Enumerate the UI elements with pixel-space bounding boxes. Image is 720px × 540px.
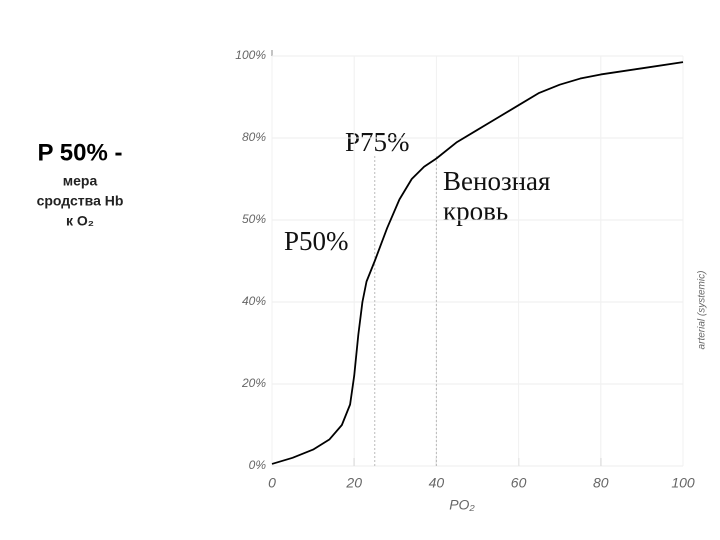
curve [271,61,684,465]
x-tick-label: 80 [593,475,609,491]
annotation: Венозная [443,166,550,196]
x-tick-label: 100 [671,475,695,491]
y-tick-label: 20% [241,376,266,390]
y-tick-label: 80% [242,130,266,144]
note-line: сродства Hb [37,193,124,209]
x-tick-label: 40 [429,475,445,491]
note-heading: P 50% - [38,139,123,166]
x-tick-label: 0 [268,475,276,491]
x-axis-label: PO₂ [449,497,475,513]
y-tick-label: 40% [242,294,266,308]
annotation: P50% [284,226,349,256]
right-label: arterial (systemic) [697,271,708,350]
y-tick-label: 0% [249,458,267,472]
x-tick-label: 60 [511,475,527,491]
annotation: кровь [443,196,508,226]
y-tick-label: 100% [235,48,266,62]
note-line: мера [63,173,98,189]
x-tick-label: 20 [345,475,362,491]
annotation: P75% [345,127,410,157]
note-line: к O₂ [66,213,94,229]
y-tick-label: 50% [242,212,266,226]
